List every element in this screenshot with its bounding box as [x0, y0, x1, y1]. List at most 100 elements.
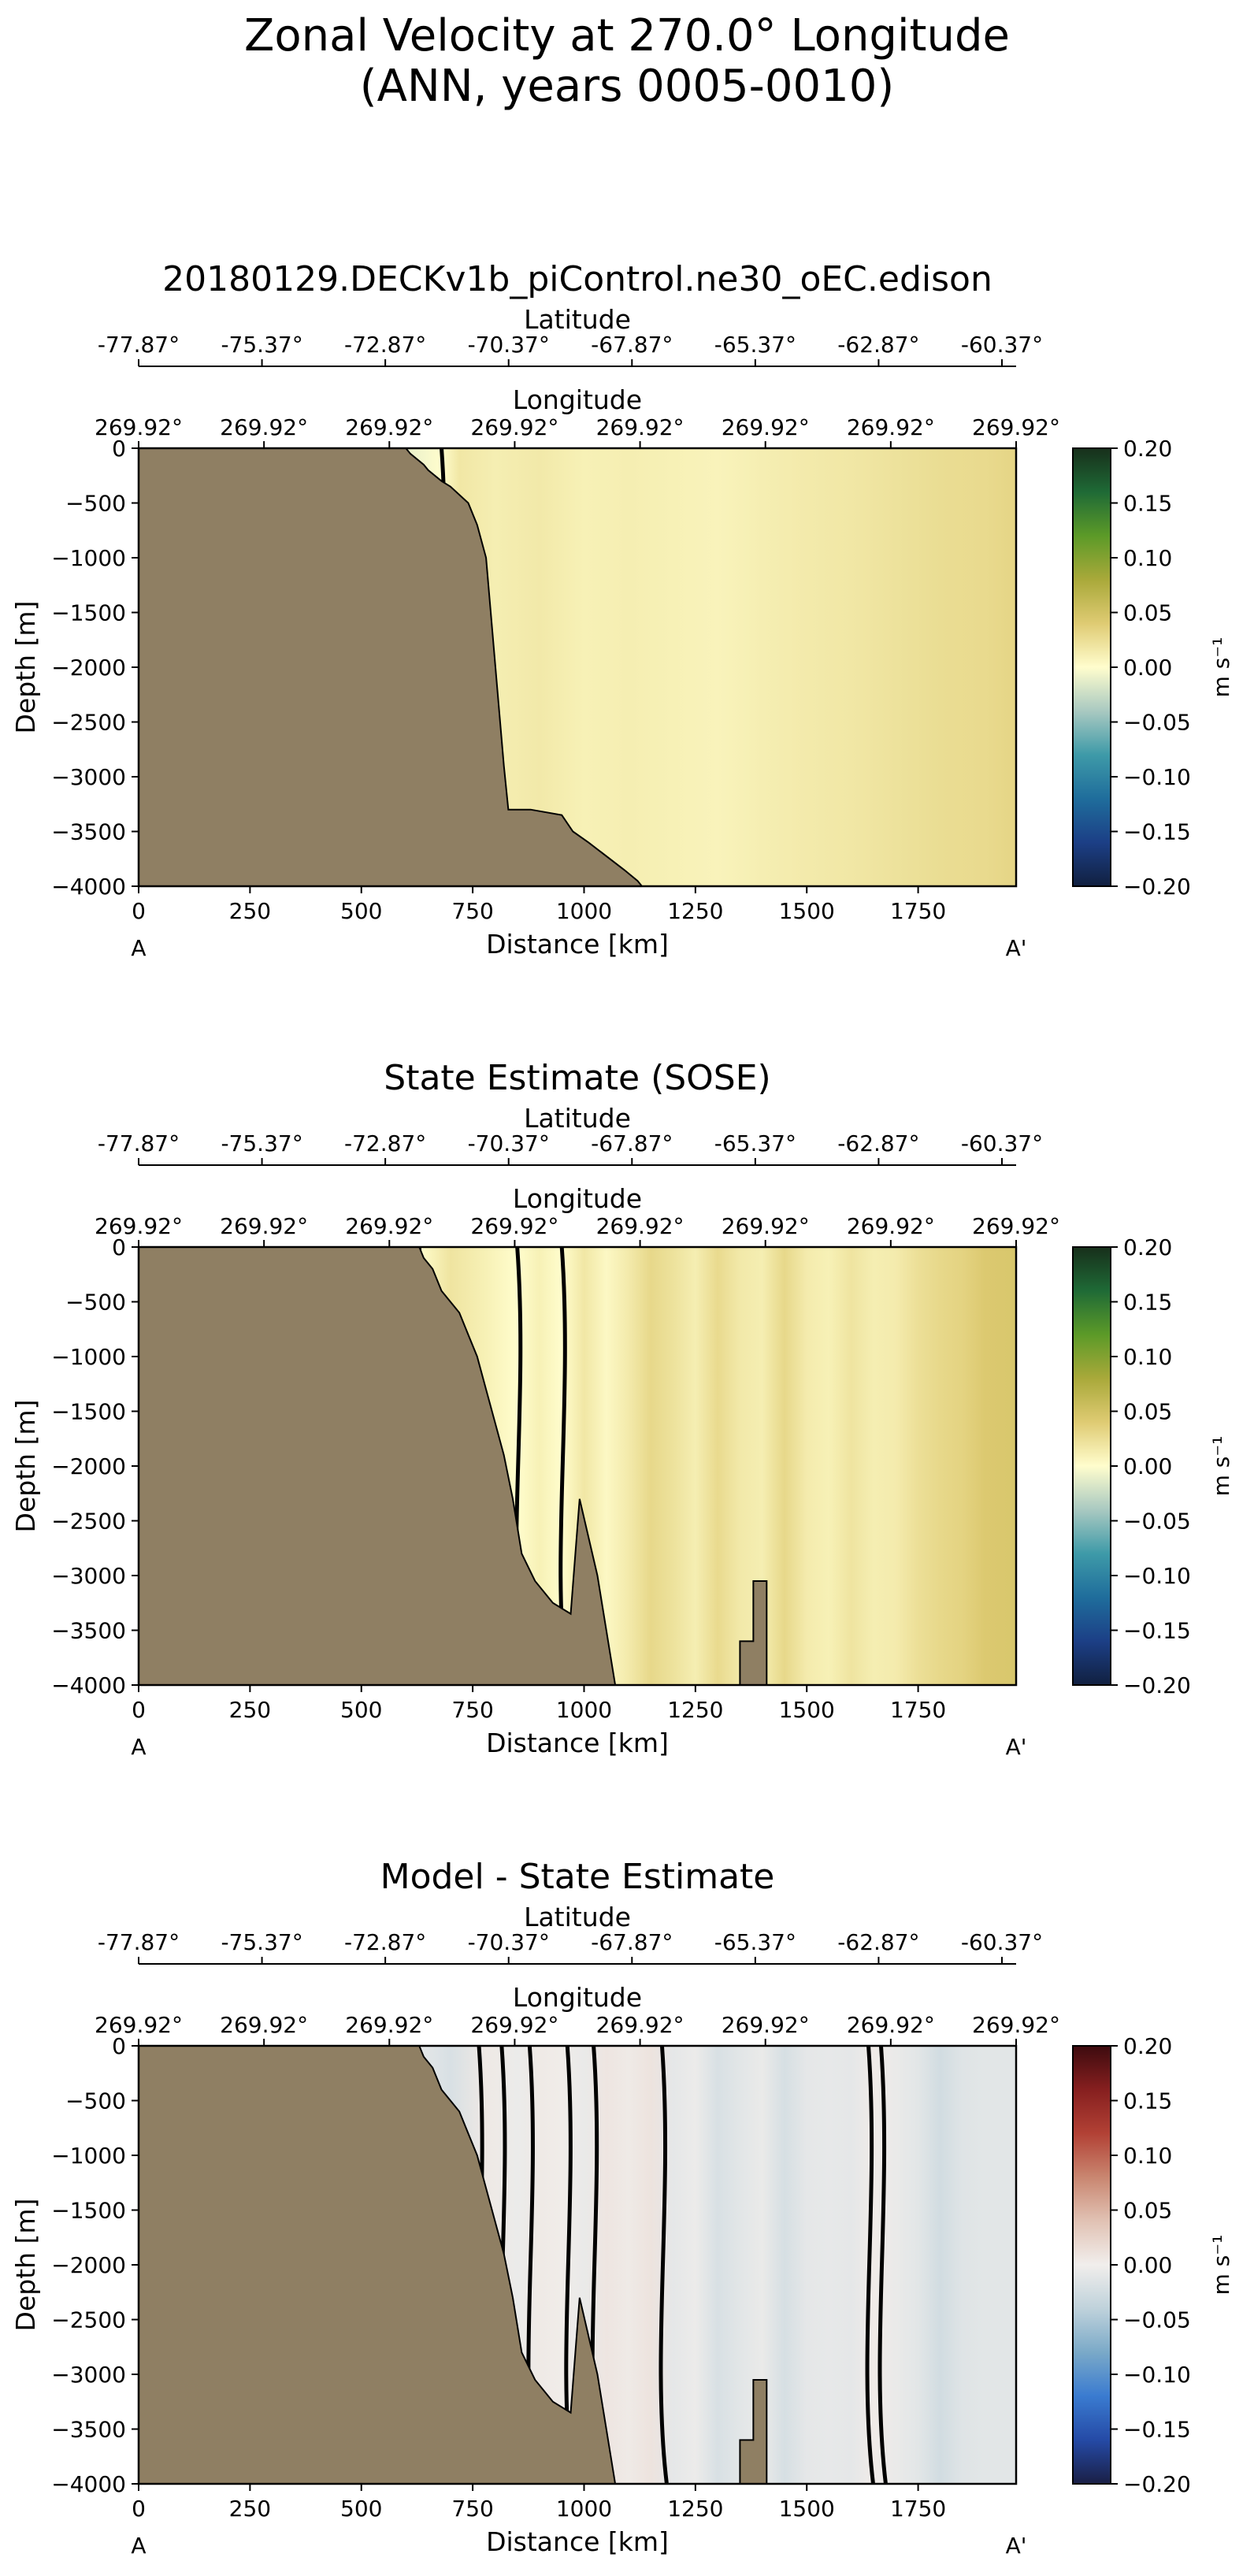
colorbar-label: m s⁻¹ [1208, 1436, 1234, 1497]
x-tick-label: 1250 [667, 898, 723, 924]
y-tick-label: −500 [65, 2088, 126, 2114]
x-tick-label: 1250 [667, 2496, 723, 2522]
y-tick-label: −2500 [51, 2307, 126, 2333]
latitude-tick-label: -72.87° [344, 1130, 426, 1156]
y-tick-label: −1000 [51, 2143, 126, 2169]
y-tick-label: 0 [112, 436, 126, 462]
y-tick-label: −3500 [51, 819, 126, 845]
section-start-label: A [131, 935, 146, 961]
colorbar-tick-label: 0.10 [1123, 1344, 1172, 1370]
colorbar-tick-label: 0.15 [1123, 1290, 1172, 1316]
x-axis-label: Distance [km] [486, 1728, 669, 1758]
y-tick-label: −1500 [51, 1399, 126, 1425]
longitude-tick-label: 269.92° [847, 2012, 935, 2038]
longitude-tick-label: 269.92° [95, 2012, 183, 2038]
longitude-tick-label: 269.92° [972, 1213, 1060, 1239]
latitude-axis-label: Latitude [524, 1103, 631, 1134]
zero-contour-line [659, 2045, 669, 2485]
y-tick-label: −3000 [51, 764, 126, 790]
section-end-label: A' [1006, 935, 1027, 961]
longitude-tick-label: 269.92° [220, 2012, 308, 2038]
x-tick-label: 500 [340, 898, 382, 924]
y-axis-label: Depth [m] [10, 1400, 41, 1533]
y-tick-label: −4000 [51, 2471, 126, 2497]
y-tick-label: −4000 [51, 874, 126, 900]
longitude-tick-label: 269.92° [722, 1213, 810, 1239]
latitude-tick-label: -65.37° [714, 332, 796, 358]
latitude-axis-label: Latitude [524, 304, 631, 335]
y-tick-label: −4000 [51, 1672, 126, 1698]
longitude-tick-label: 269.92° [95, 1213, 183, 1239]
colorbar-tick-label: −0.05 [1123, 2307, 1191, 2333]
y-tick-label: −500 [65, 491, 126, 517]
longitude-tick-label: 269.92° [847, 414, 935, 440]
longitude-tick-label: 269.92° [220, 1213, 308, 1239]
latitude-tick-label: -62.87° [837, 332, 919, 358]
latitude-tick-label: -67.87° [591, 332, 673, 358]
x-tick-label: 1500 [779, 2496, 835, 2522]
x-tick-label: 250 [229, 1697, 271, 1723]
colorbar-tick-label: −0.20 [1123, 1672, 1191, 1698]
y-tick-label: −1000 [51, 545, 126, 571]
longitude-tick-label: 269.92° [596, 414, 685, 440]
longitude-tick-label: 269.92° [972, 414, 1060, 440]
colorbar-tick-label: 0.15 [1123, 2088, 1172, 2114]
longitude-tick-label: 269.92° [722, 2012, 810, 2038]
x-tick-label: 1000 [556, 898, 612, 924]
panels: 20180129.DECKv1b_piControl.ne30_oEC.edis… [10, 259, 1234, 2559]
colorbar-tick-label: 0.10 [1123, 545, 1172, 571]
latitude-tick-label: -70.37° [468, 1130, 550, 1156]
x-tick-label: 1750 [890, 1697, 946, 1723]
x-tick-label: 1000 [556, 2496, 612, 2522]
colorbar-tick-label: −0.15 [1123, 2417, 1191, 2443]
y-tick-label: −2500 [51, 1509, 126, 1535]
x-tick-label: 1500 [779, 898, 835, 924]
longitude-tick-label: 269.92° [470, 1213, 558, 1239]
y-tick-label: −2000 [51, 655, 126, 681]
longitude-axis-label: Longitude [513, 384, 642, 415]
y-tick-label: −3000 [51, 1563, 126, 1589]
land-mask [138, 447, 644, 887]
latitude-tick-label: -62.87° [837, 1130, 919, 1156]
colorbar [1072, 447, 1111, 887]
y-tick-label: −1000 [51, 1344, 126, 1370]
panel-2: State Estimate (SOSE) Latitude -77.87° -75.… [10, 1058, 1234, 1760]
latitude-tick-label: -70.37° [468, 332, 550, 358]
longitude-tick-label: 269.92° [95, 414, 183, 440]
longitude-tick-label: 269.92° [596, 2012, 685, 2038]
colorbar-tick-label: 0.00 [1123, 655, 1172, 681]
latitude-tick-label: -72.87° [344, 332, 426, 358]
latitude-tick-label: -75.37° [221, 332, 302, 358]
y-tick-label: −2000 [51, 1453, 126, 1479]
latitude-tick-label: -72.87° [344, 1929, 426, 1955]
latitude-tick-label: -77.87° [98, 1130, 180, 1156]
zero-contour-line [865, 2045, 876, 2485]
y-tick-label: −500 [65, 1290, 126, 1316]
x-tick-label: 500 [340, 1697, 382, 1723]
latitude-tick-label: -60.37° [961, 1130, 1043, 1156]
colorbar-tick-label: −0.20 [1123, 874, 1191, 900]
colorbar-tick-label: −0.10 [1123, 1563, 1191, 1589]
longitude-tick-label: 269.92° [470, 414, 558, 440]
colorbar-tick-label: −0.20 [1123, 2471, 1191, 2497]
section-end-label: A' [1006, 1734, 1027, 1760]
colorbar-tick-label: −0.05 [1123, 1509, 1191, 1535]
colorbar-tick-label: −0.15 [1123, 819, 1191, 845]
colorbar-tick-label: −0.10 [1123, 2362, 1191, 2388]
y-tick-label: 0 [112, 1234, 126, 1260]
latitude-tick-label: -67.87° [591, 1130, 673, 1156]
y-axis-label: Depth [m] [10, 2199, 41, 2332]
colorbar-tick-label: 0.20 [1123, 2033, 1172, 2059]
latitude-tick-label: -70.37° [468, 1929, 550, 1955]
x-tick-label: 1750 [890, 898, 946, 924]
x-tick-label: 750 [451, 2496, 493, 2522]
colorbar [1072, 2045, 1111, 2485]
x-tick-label: 250 [229, 2496, 271, 2522]
x-tick-label: 1750 [890, 2496, 946, 2522]
longitude-tick-label: 269.92° [220, 414, 308, 440]
y-tick-label: −1500 [51, 600, 126, 626]
latitude-tick-label: -62.87° [837, 1929, 919, 1955]
colorbar-label: m s⁻¹ [1208, 2235, 1234, 2296]
longitude-tick-label: 269.92° [470, 2012, 558, 2038]
